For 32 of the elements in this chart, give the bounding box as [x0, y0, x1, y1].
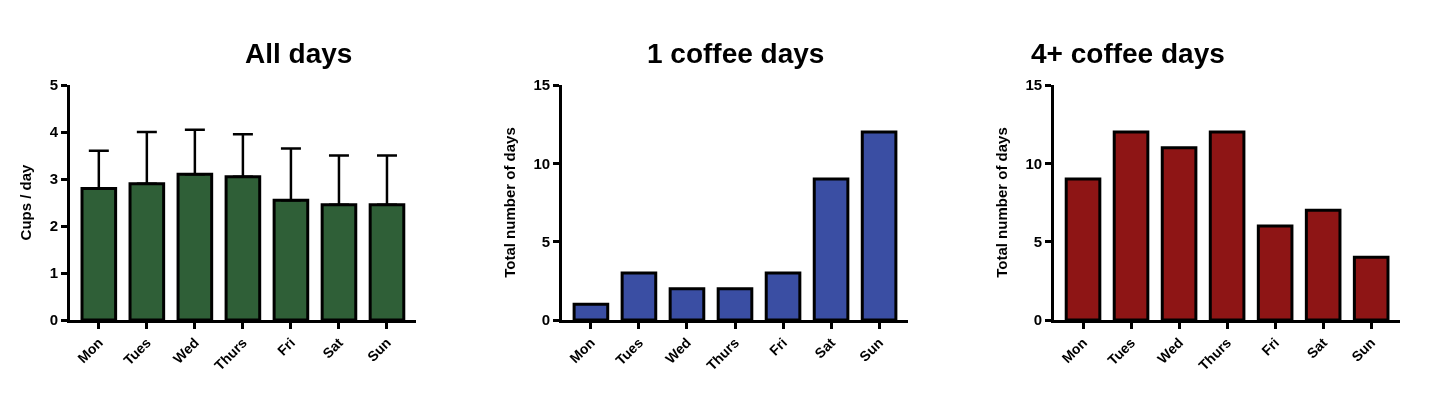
y-tick-label: 3: [49, 170, 58, 188]
chart-title: 4+ coffee days: [1031, 38, 1225, 69]
x-tick-label: Mon: [74, 334, 106, 367]
y-tick-label: 10: [1025, 154, 1043, 172]
y-tick-label: 0: [541, 311, 551, 329]
y-axis-title: Total number of days: [500, 127, 518, 278]
x-tick-label: Sat: [1303, 334, 1331, 362]
x-tick-label: Mon: [566, 334, 598, 367]
x-tick-label: Sat: [811, 334, 839, 362]
x-tick-label: Fri: [274, 334, 298, 359]
x-tick-label: Sun: [364, 334, 395, 365]
chart-title: All days: [245, 38, 353, 69]
y-tick-label: 1: [49, 264, 58, 282]
y-tick-label: 5: [541, 232, 551, 250]
y-tick-label: 10: [533, 154, 551, 172]
y-tick-label: 4: [49, 123, 59, 141]
x-tick-label: Fri: [766, 334, 791, 359]
y-tick-label: 15: [533, 76, 551, 94]
y-tick-label: 0: [1033, 311, 1043, 329]
x-tick-label: Sun: [856, 334, 887, 365]
y-tick-label: 0: [49, 311, 58, 329]
y-axis-title: Cups / day: [16, 163, 34, 241]
y-tick-label: 5: [49, 76, 58, 94]
x-tick-label: Fri: [1258, 334, 1283, 359]
y-tick-label: 5: [1033, 232, 1043, 250]
y-axis-title: Total number of days: [992, 127, 1010, 278]
chart-title: 1 coffee days: [647, 38, 825, 69]
x-tick-label: Sun: [1348, 334, 1379, 365]
x-tick-label: Mon: [1058, 334, 1091, 367]
x-tick-label: Sat: [319, 334, 347, 362]
y-tick-label: 2: [49, 217, 58, 235]
y-tick-label: 15: [1025, 76, 1043, 94]
